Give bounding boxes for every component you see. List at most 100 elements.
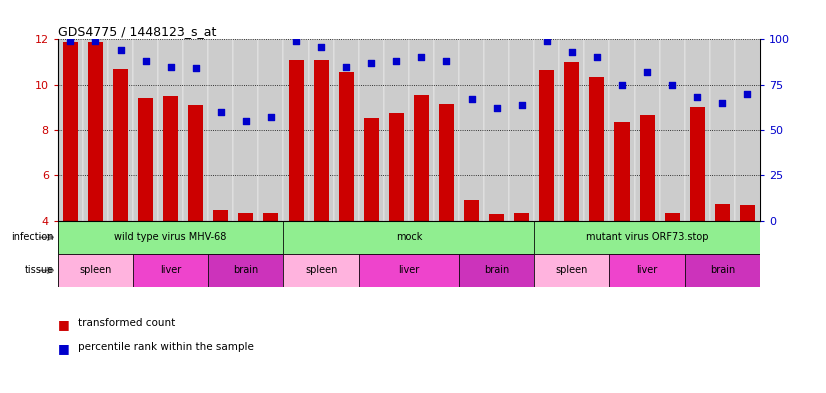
Bar bbox=[339, 72, 354, 221]
Bar bbox=[314, 60, 329, 221]
Bar bbox=[208, 39, 233, 221]
Point bbox=[164, 63, 178, 70]
Point bbox=[565, 49, 578, 55]
Point bbox=[515, 101, 529, 108]
Bar bbox=[409, 39, 434, 221]
Bar bbox=[58, 39, 83, 221]
Text: tissue: tissue bbox=[25, 265, 54, 275]
Bar bbox=[585, 39, 610, 221]
Text: ■: ■ bbox=[58, 318, 69, 331]
Text: GDS4775 / 1448123_s_at: GDS4775 / 1448123_s_at bbox=[58, 25, 216, 38]
Bar bbox=[113, 69, 128, 221]
Point bbox=[214, 109, 227, 115]
Text: brain: brain bbox=[233, 265, 259, 275]
Point bbox=[139, 58, 152, 64]
Point bbox=[666, 82, 679, 88]
Text: wild type virus MHV-68: wild type virus MHV-68 bbox=[115, 232, 227, 242]
Bar bbox=[58, 254, 133, 287]
Text: transformed count: transformed count bbox=[78, 318, 176, 328]
Bar bbox=[735, 39, 760, 221]
Point bbox=[640, 69, 653, 75]
Text: liver: liver bbox=[398, 265, 420, 275]
Point bbox=[465, 96, 478, 102]
Bar bbox=[714, 204, 730, 221]
Point bbox=[114, 47, 127, 53]
Bar bbox=[63, 42, 78, 221]
Bar bbox=[233, 39, 259, 221]
Bar bbox=[384, 39, 409, 221]
Bar bbox=[88, 42, 103, 221]
Bar bbox=[685, 39, 710, 221]
Text: liver: liver bbox=[637, 265, 657, 275]
Bar bbox=[639, 115, 655, 221]
Bar bbox=[334, 39, 358, 221]
Bar bbox=[108, 39, 133, 221]
Point bbox=[715, 100, 729, 106]
Bar bbox=[610, 254, 685, 287]
Bar bbox=[83, 39, 108, 221]
Bar bbox=[509, 39, 534, 221]
Text: liver: liver bbox=[160, 265, 181, 275]
Point bbox=[189, 65, 202, 72]
Bar bbox=[183, 39, 208, 221]
Bar bbox=[539, 70, 554, 221]
Point bbox=[615, 82, 629, 88]
Bar bbox=[434, 39, 459, 221]
Bar bbox=[133, 39, 158, 221]
Bar bbox=[740, 205, 755, 221]
Bar bbox=[414, 95, 429, 221]
Bar bbox=[263, 213, 278, 221]
Bar bbox=[363, 118, 379, 221]
Text: ■: ■ bbox=[58, 342, 69, 355]
Text: infection: infection bbox=[12, 232, 54, 242]
Bar bbox=[158, 39, 183, 221]
Point bbox=[741, 91, 754, 97]
Bar bbox=[559, 39, 585, 221]
Bar bbox=[58, 221, 760, 254]
Point bbox=[540, 38, 553, 44]
Bar bbox=[514, 213, 529, 221]
Point bbox=[490, 105, 503, 112]
Bar bbox=[710, 39, 735, 221]
Bar bbox=[459, 39, 484, 221]
Bar bbox=[283, 39, 309, 221]
Point bbox=[364, 60, 377, 66]
Text: brain: brain bbox=[484, 265, 510, 275]
Text: spleen: spleen bbox=[556, 265, 588, 275]
Bar bbox=[610, 39, 634, 221]
Bar bbox=[690, 107, 705, 221]
Bar bbox=[208, 254, 283, 287]
Bar bbox=[665, 213, 680, 221]
Bar bbox=[309, 39, 334, 221]
Bar bbox=[484, 39, 509, 221]
Text: spleen: spleen bbox=[305, 265, 337, 275]
Bar bbox=[283, 254, 358, 287]
Bar bbox=[615, 122, 629, 221]
Point bbox=[415, 54, 428, 61]
Bar bbox=[239, 213, 254, 221]
Bar bbox=[590, 77, 605, 221]
Bar bbox=[164, 96, 178, 221]
Bar bbox=[634, 39, 660, 221]
Bar bbox=[58, 221, 283, 254]
Bar bbox=[389, 113, 404, 221]
Point bbox=[691, 94, 704, 101]
Point bbox=[440, 58, 453, 64]
Bar bbox=[464, 200, 479, 221]
Bar bbox=[138, 98, 153, 221]
Point bbox=[390, 58, 403, 64]
Point bbox=[64, 38, 77, 44]
Bar bbox=[534, 254, 610, 287]
Bar bbox=[288, 60, 304, 221]
Text: percentile rank within the sample: percentile rank within the sample bbox=[78, 342, 254, 352]
Bar bbox=[58, 254, 760, 287]
Text: brain: brain bbox=[710, 265, 735, 275]
Bar bbox=[213, 209, 228, 221]
Bar bbox=[489, 214, 504, 221]
Bar bbox=[534, 39, 559, 221]
Bar bbox=[259, 39, 283, 221]
Bar bbox=[564, 62, 579, 221]
Bar bbox=[358, 254, 459, 287]
Text: spleen: spleen bbox=[79, 265, 112, 275]
Point bbox=[315, 43, 328, 50]
